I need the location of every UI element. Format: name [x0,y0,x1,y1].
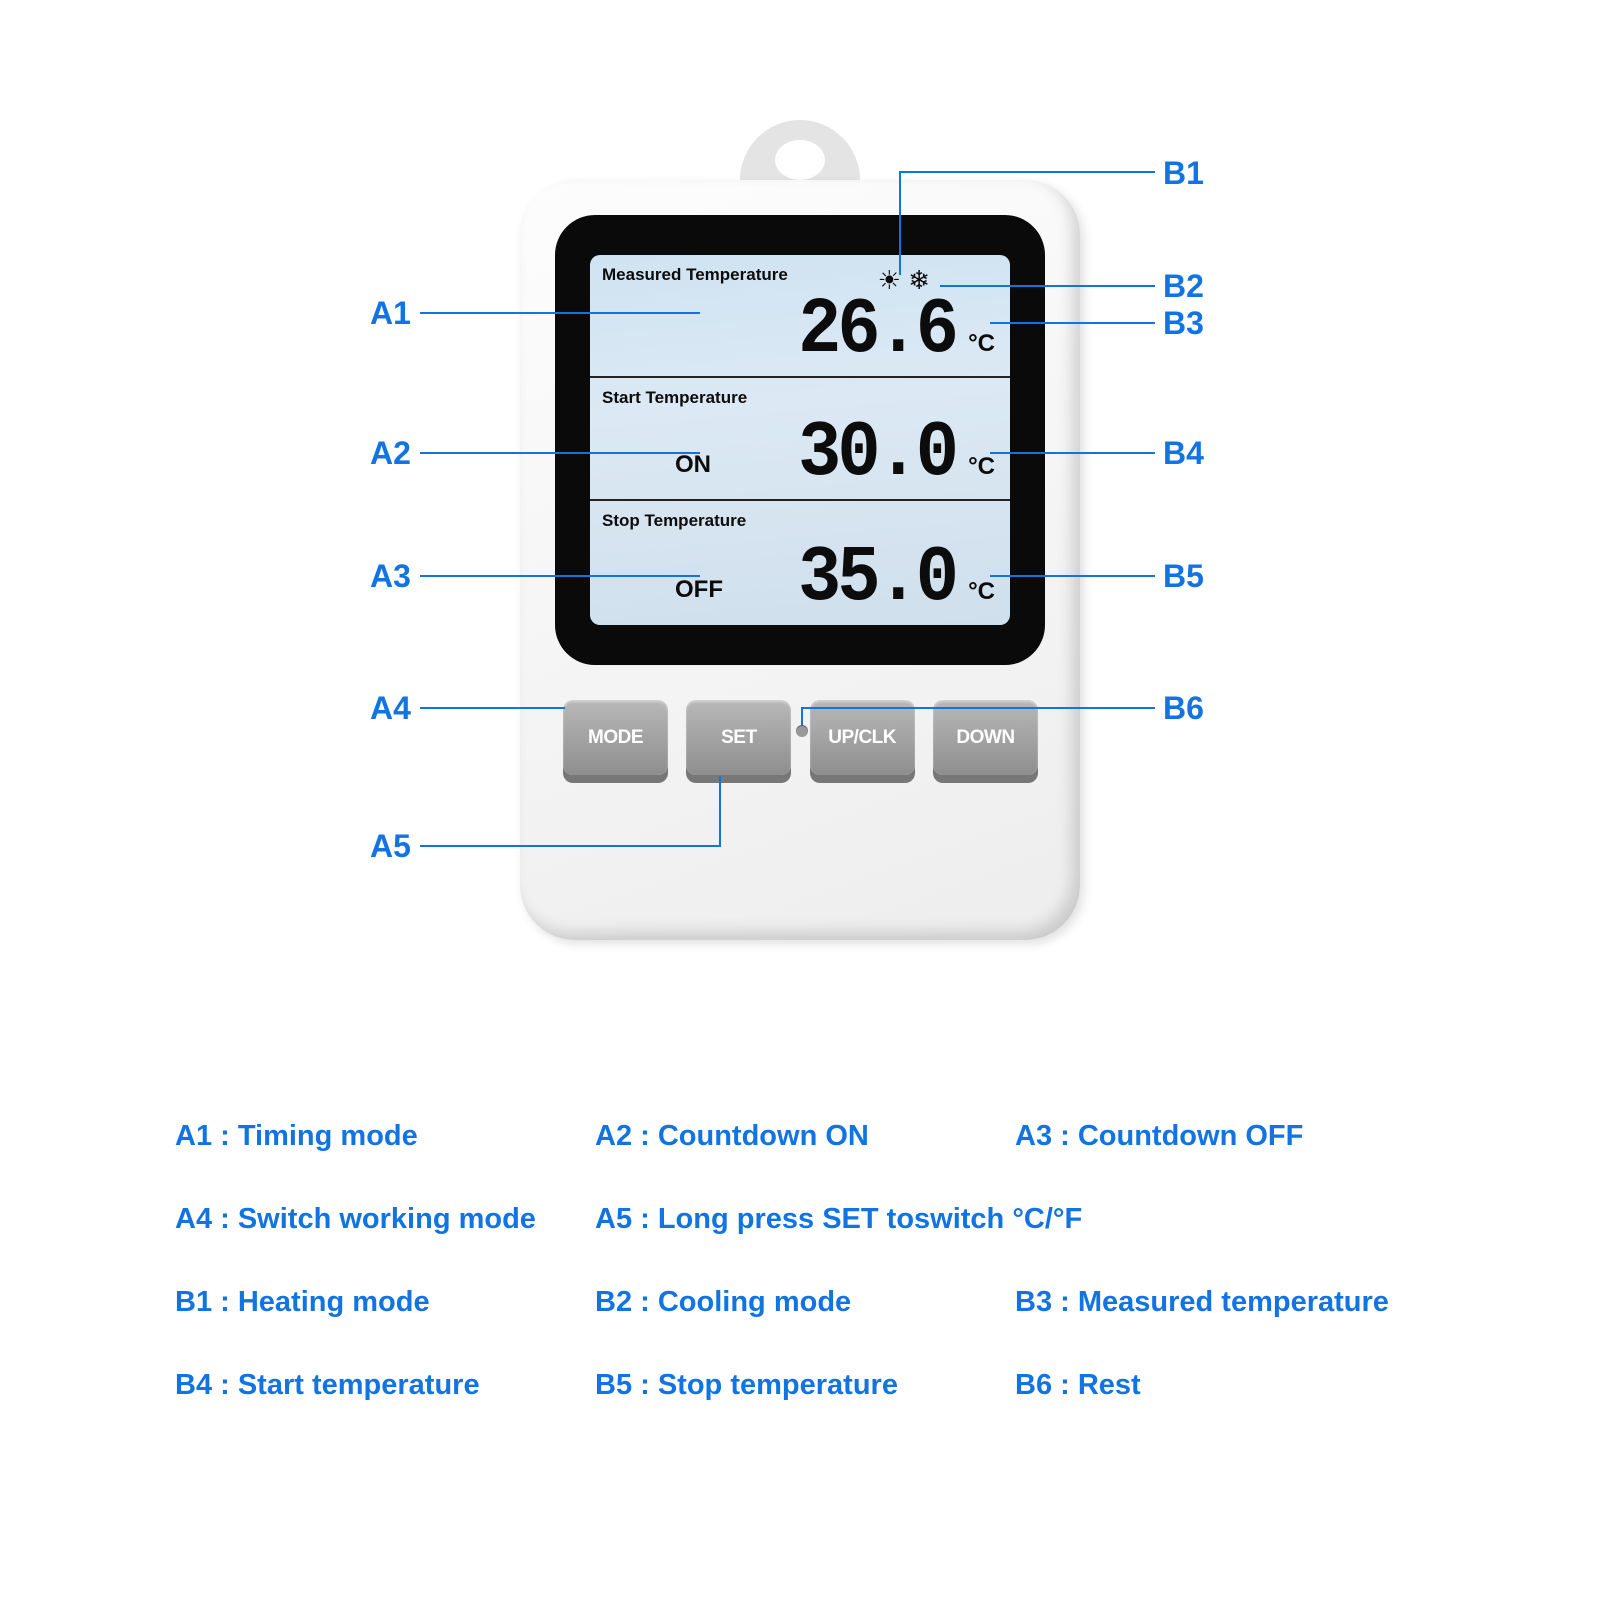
legend-b1: B1 : Heating mode [175,1286,595,1319]
callout-b1: B1 [1163,155,1204,192]
legend-row-3: B1 : Heating mode B2 : Cooling mode B3 :… [175,1286,1435,1319]
callout-a2: A2 [370,435,411,472]
up-clk-button[interactable]: UP/CLK [810,700,915,775]
legend-a2: A2 : Countdown ON [595,1120,1015,1153]
callout-b3: B3 [1163,305,1204,342]
lcd-section-stop: Stop Temperature OFF 35.0 °C [590,501,1010,624]
legend-b2: B2 : Cooling mode [595,1286,1015,1319]
legend-b3: B3 : Measured temperature [1015,1286,1435,1319]
callout-a1: A1 [370,295,411,332]
stop-unit: °C [968,578,995,606]
stop-value: 35.0 [798,533,955,623]
lcd-label-stop: Stop Temperature [602,511,746,531]
start-unit: °C [968,453,995,481]
legend-a3: A3 : Countdown OFF [1015,1120,1435,1153]
legend-a5: A5 : Long press SET toswitch °C/°F [595,1203,1435,1236]
mode-button[interactable]: MODE [563,700,668,775]
measured-value: 26.6 [798,285,955,375]
button-row: MODE SET UP/CLK DOWN [563,700,1038,775]
callout-b5: B5 [1163,558,1204,595]
legend-row-2: A4 : Switch working mode A5 : Long press… [175,1203,1435,1236]
measured-unit: °C [968,330,995,358]
legend-a1: A1 : Timing mode [175,1120,595,1153]
legend-b6: B6 : Rest [1015,1369,1435,1402]
diagram-canvas: Measured Temperature ☀ ❄ 26.6 °C Start T… [0,0,1600,1600]
down-button[interactable]: DOWN [933,700,1038,775]
stop-state: OFF [675,576,723,604]
callout-b2: B2 [1163,268,1204,305]
legend-a4: A4 : Switch working mode [175,1203,595,1236]
legend-row-1: A1 : Timing mode A2 : Countdown ON A3 : … [175,1120,1435,1153]
lcd-section-measured: Measured Temperature ☀ ❄ 26.6 °C [590,255,1010,378]
callout-a3: A3 [370,558,411,595]
start-value: 30.0 [798,408,955,498]
callout-b6: B6 [1163,690,1204,727]
lcd-section-start: Start Temperature ON 30.0 °C [590,378,1010,501]
status-led [796,725,808,737]
callout-a5: A5 [370,828,411,865]
callout-a4: A4 [370,690,411,727]
lcd-label-measured: Measured Temperature [602,265,788,285]
lcd-label-start: Start Temperature [602,388,747,408]
callout-b4: B4 [1163,435,1204,472]
set-button[interactable]: SET [686,700,791,775]
legend-row-4: B4 : Start temperature B5 : Stop tempera… [175,1369,1435,1402]
legend-b4: B4 : Start temperature [175,1369,595,1402]
lcd-screen: Measured Temperature ☀ ❄ 26.6 °C Start T… [590,255,1010,625]
start-state: ON [675,451,711,479]
legend-b5: B5 : Stop temperature [595,1369,1015,1402]
legend: A1 : Timing mode A2 : Countdown ON A3 : … [175,1120,1435,1452]
